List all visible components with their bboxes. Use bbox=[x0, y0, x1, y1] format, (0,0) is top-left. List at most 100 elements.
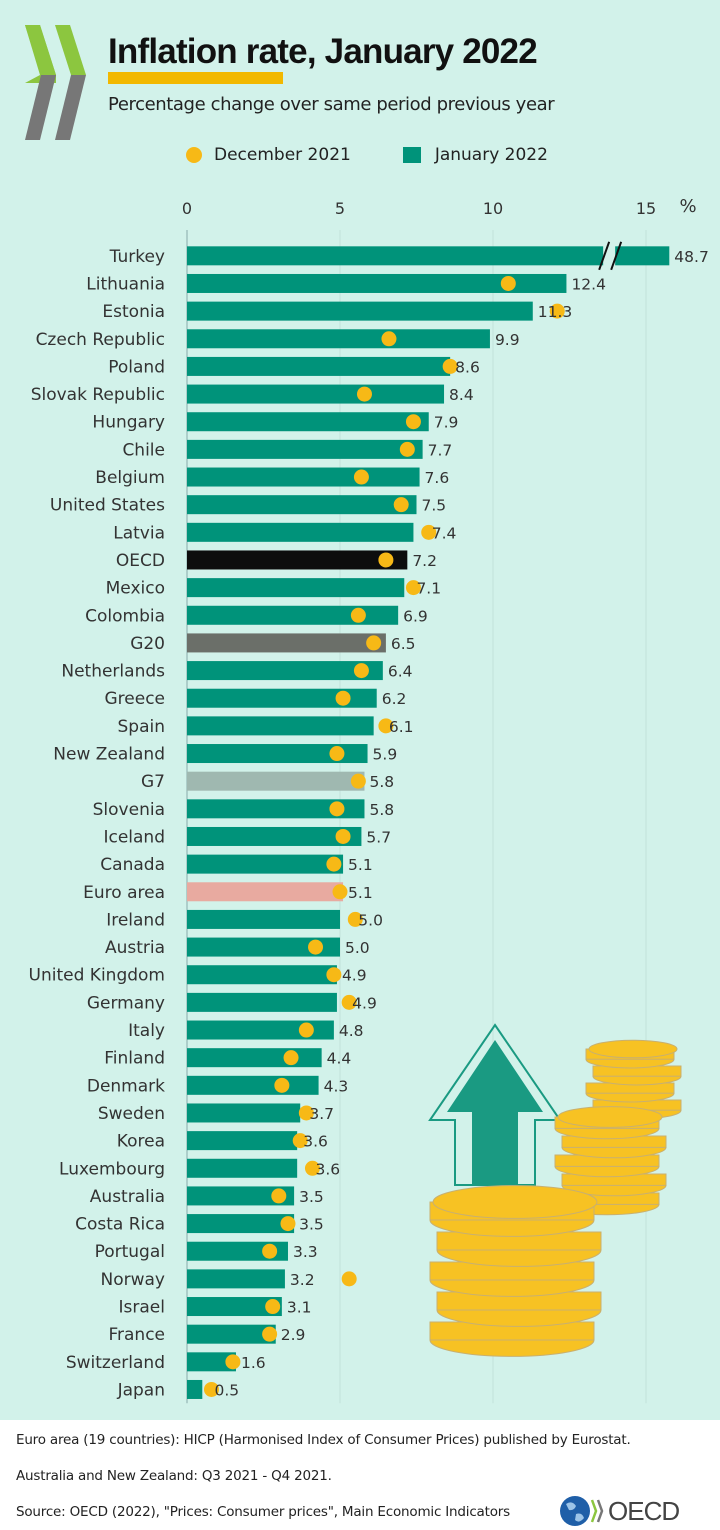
value-label: 7.1 bbox=[416, 580, 441, 598]
value-label: 5.1 bbox=[348, 884, 373, 902]
category-label: Poland bbox=[108, 357, 165, 377]
category-label: Sweden bbox=[98, 1104, 165, 1124]
value-label: 4.9 bbox=[342, 967, 367, 985]
bar bbox=[187, 522, 414, 542]
bar bbox=[187, 799, 365, 819]
value-label: 8.4 bbox=[449, 386, 474, 404]
category-label: Chile bbox=[122, 440, 165, 460]
bar bbox=[187, 1379, 203, 1399]
bar bbox=[187, 1269, 285, 1289]
title-block: Inflation rate, January 2022 bbox=[108, 32, 538, 84]
category-label: Australia bbox=[90, 1187, 165, 1207]
x-unit-label: % bbox=[679, 196, 696, 217]
legend-dec-label: December 2021 bbox=[214, 145, 351, 165]
dec-2021-dot bbox=[353, 469, 369, 485]
category-label: Ireland bbox=[106, 910, 165, 930]
category-label: Luxembourg bbox=[59, 1159, 165, 1179]
x-tick-label: 5 bbox=[335, 199, 345, 218]
bar bbox=[187, 467, 420, 487]
value-label: 6.5 bbox=[391, 635, 416, 653]
dec-2021-dot bbox=[399, 441, 415, 457]
value-label: 3.3 bbox=[293, 1243, 318, 1261]
value-label: 7.9 bbox=[434, 414, 459, 432]
category-label: Japan bbox=[117, 1380, 165, 1400]
category-label: Germany bbox=[87, 993, 165, 1013]
value-label: 3.6 bbox=[315, 1160, 340, 1178]
value-label: 8.6 bbox=[455, 358, 480, 376]
dec-2021-dot bbox=[292, 1133, 308, 1149]
category-label: New Zealand bbox=[53, 745, 165, 765]
value-label: 2.9 bbox=[281, 1326, 306, 1344]
bar bbox=[187, 605, 399, 625]
category-label: United Kingdom bbox=[29, 966, 165, 986]
bar bbox=[187, 1075, 319, 1095]
dec-2021-dot bbox=[393, 497, 409, 513]
coin-top bbox=[588, 1039, 678, 1059]
category-label: Israel bbox=[119, 1298, 165, 1318]
dec-2021-dot bbox=[265, 1299, 281, 1315]
category-label: Hungary bbox=[92, 413, 165, 433]
bar bbox=[187, 273, 567, 293]
dec-2021-dot bbox=[332, 884, 348, 900]
value-label: 3.2 bbox=[290, 1271, 315, 1289]
bar bbox=[187, 495, 417, 515]
dots bbox=[203, 275, 565, 1397]
bar bbox=[187, 965, 337, 985]
bar bbox=[187, 550, 408, 570]
dec-2021-dot bbox=[326, 856, 342, 872]
bar bbox=[187, 356, 451, 376]
source-note: Source: OECD (2022), "Prices: Consumer p… bbox=[16, 1504, 510, 1520]
category-label: Costa Rica bbox=[75, 1215, 165, 1235]
category-label: Finland bbox=[104, 1049, 165, 1069]
bar bbox=[187, 716, 374, 736]
category-label: Italy bbox=[128, 1021, 165, 1041]
dec-2021-dot bbox=[335, 690, 351, 706]
category-label: G7 bbox=[141, 772, 165, 792]
bar bbox=[187, 1048, 322, 1068]
dec-2021-dot bbox=[262, 1326, 278, 1342]
oecd-logo-text: OECD bbox=[608, 1495, 680, 1526]
bar bbox=[187, 992, 337, 1012]
category-label: Colombia bbox=[85, 606, 165, 626]
oecd-logo: OECD bbox=[558, 1494, 680, 1528]
footnote-aus-nz: Australia and New Zealand: Q3 2021 - Q4 … bbox=[16, 1468, 332, 1484]
dec-2021-dot bbox=[350, 773, 366, 789]
bar bbox=[187, 826, 362, 846]
bar bbox=[187, 1020, 334, 1040]
dec-2021-dot bbox=[356, 386, 372, 402]
value-label: 0.5 bbox=[214, 1381, 239, 1399]
value-label: 9.9 bbox=[495, 331, 520, 349]
dec-2021-dot bbox=[378, 718, 394, 734]
category-label: Greece bbox=[104, 689, 165, 709]
dec-2021-dot bbox=[405, 414, 421, 430]
dec-2021-dot bbox=[405, 580, 421, 596]
value-label: 3.6 bbox=[303, 1133, 328, 1151]
dec-2021-dot bbox=[329, 801, 345, 817]
bar bbox=[187, 1186, 295, 1206]
value-label: 5.8 bbox=[369, 773, 394, 791]
value-label: 6.2 bbox=[382, 690, 407, 708]
dec-2021-dot bbox=[304, 1160, 320, 1176]
legend-dot-icon bbox=[186, 147, 202, 163]
value-label: 4.9 bbox=[352, 994, 377, 1012]
dec-2021-dot bbox=[350, 607, 366, 623]
legend: December 2021 January 2022 bbox=[186, 145, 548, 165]
value-label: 6.4 bbox=[388, 663, 413, 681]
bar bbox=[187, 1324, 276, 1344]
category-label: Lithuania bbox=[86, 274, 165, 294]
dec-2021-dot bbox=[366, 635, 382, 651]
dec-2021-dot bbox=[341, 994, 357, 1010]
bar bbox=[187, 882, 344, 902]
category-label: Netherlands bbox=[61, 662, 165, 682]
category-label: Portugal bbox=[95, 1242, 165, 1262]
bar bbox=[187, 1158, 298, 1178]
bar bbox=[187, 854, 344, 874]
page-title: Inflation rate, January 2022 bbox=[108, 32, 538, 71]
category-label: Norway bbox=[101, 1270, 166, 1290]
dec-2021-dot bbox=[421, 524, 437, 540]
dec-2021-dot bbox=[335, 828, 351, 844]
category-label: Slovenia bbox=[93, 800, 165, 820]
category-label: Latvia bbox=[113, 523, 165, 543]
x-tick-label: 10 bbox=[483, 199, 503, 218]
category-label: G20 bbox=[130, 634, 165, 654]
